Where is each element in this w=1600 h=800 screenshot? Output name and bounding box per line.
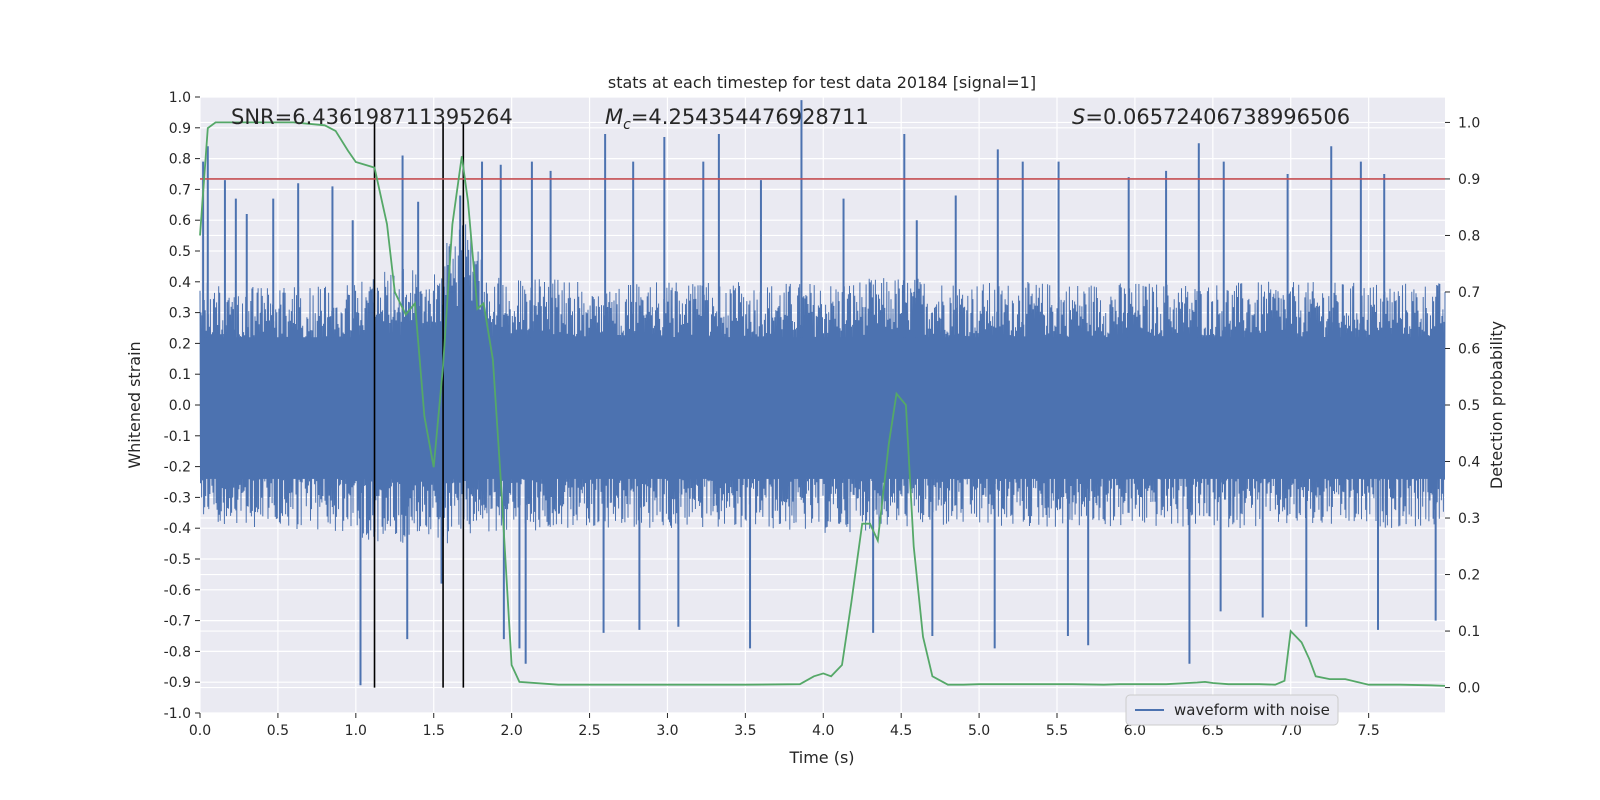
- waveform-line: [199, 224, 1446, 544]
- snr-annotation: SNR=6.436198711395264: [231, 105, 513, 129]
- s-annotation: S=0.06572406738996506: [1072, 105, 1350, 129]
- y-tick-label: 0.2: [169, 336, 191, 352]
- x-tick-label: 6.0: [1124, 723, 1146, 739]
- y-tick-label: -1.0: [164, 706, 191, 722]
- x-tick-label: 5.5: [1046, 723, 1068, 739]
- y-tick-label: 0.1: [169, 367, 191, 383]
- vertical-markers: [373, 122, 465, 688]
- legend-entry: waveform with noise: [1174, 701, 1330, 719]
- y-right-tick-label: 1.0: [1458, 115, 1480, 131]
- y-right-tick-label: 0.1: [1458, 624, 1480, 640]
- chirp-mass-annotation: Mc=4.254354476928711: [605, 105, 869, 133]
- x-axis-ticks: 0.0 0.5 1.0 1.5 2.0 2.5 3.0 3.5 4.0 4.5 5.0 5.5 6.0 6…: [189, 713, 1380, 739]
- legend: waveform with noise: [1125, 694, 1339, 726]
- x-tick-label: 4.5: [890, 723, 912, 739]
- y-axis-label: Whitened strain: [125, 341, 144, 468]
- y-tick-label: -0.6: [164, 583, 191, 599]
- y-tick-label: -0.5: [164, 552, 191, 568]
- y-tick-label: -0.8: [164, 644, 191, 660]
- x-tick-label: 6.5: [1202, 723, 1224, 739]
- y-right-tick-label: 0.9: [1458, 172, 1480, 188]
- y-right-tick-label: 0.2: [1458, 568, 1480, 584]
- s-value: =0.06572406738996506: [1085, 105, 1350, 129]
- y-tick-label: -0.9: [164, 675, 191, 691]
- y-right-tick-label: 0.8: [1458, 228, 1480, 244]
- chirp-mass-subscript: c: [623, 117, 631, 133]
- waveform-series: [199, 100, 1446, 686]
- y-tick-label: -0.4: [164, 521, 191, 537]
- x-axis-label: Time (s): [788, 748, 854, 767]
- detection-probability-series: [199, 121, 1446, 687]
- s-symbol: S: [1072, 105, 1085, 129]
- x-tick-label: 1.0: [345, 723, 367, 739]
- y-tick-label: 0.0: [169, 398, 191, 414]
- y-axis-left-ticks: -1.0 -0.9 -0.8 -0.7 -0.6 -0.5 -0.4 -0.3 -0.2 -0.1…: [164, 90, 200, 722]
- y-right-tick-label: 0.6: [1458, 341, 1480, 357]
- legend-box: [1125, 694, 1339, 726]
- probability-line: [199, 121, 1446, 687]
- y-tick-label: 0.7: [169, 182, 191, 198]
- y-right-tick-label: 0.3: [1458, 511, 1480, 527]
- y-axis-right-label: Detection probability: [1487, 321, 1506, 489]
- x-tick-label: 7.0: [1280, 723, 1302, 739]
- y-right-tick-label: 0.7: [1458, 285, 1480, 301]
- y-right-tick-label: 0.4: [1458, 455, 1480, 471]
- chirp-mass-value: =4.254354476928711: [631, 105, 869, 129]
- y-right-tick-label: 0.0: [1458, 681, 1480, 697]
- y-tick-label: -0.2: [164, 460, 191, 476]
- y-right-tick-label: 0.5: [1458, 398, 1480, 414]
- x-tick-label: 3.5: [734, 723, 756, 739]
- chart-title: stats at each timestep for test data 201…: [608, 73, 1036, 92]
- waveform-core: [200, 337, 1445, 479]
- x-tick-label: 2.0: [501, 723, 523, 739]
- y-tick-label: 1.0: [169, 90, 191, 106]
- chirp-mass-symbol: M: [605, 105, 623, 129]
- x-tick-label: 5.0: [968, 723, 990, 739]
- y-tick-label: 0.3: [169, 306, 191, 322]
- y-tick-label: -0.1: [164, 429, 191, 445]
- y-tick-label: -0.3: [164, 490, 191, 506]
- y-tick-label: 0.8: [169, 152, 191, 168]
- x-tick-label: 2.5: [578, 723, 600, 739]
- y-tick-label: 0.4: [169, 275, 191, 291]
- x-tick-label: 0.0: [189, 723, 211, 739]
- x-tick-label: 7.5: [1358, 723, 1380, 739]
- y-axis-right-ticks: 0.0 0.1 0.2 0.3 0.4 0.5 0.6 0.7 0.8 0.9 1.0: [1445, 115, 1480, 697]
- x-tick-label: 1.5: [423, 723, 445, 739]
- y-tick-label: 0.5: [169, 244, 191, 260]
- y-tick-label: -0.7: [164, 614, 191, 630]
- x-tick-label: 0.5: [267, 723, 289, 739]
- x-tick-label: 4.0: [812, 723, 834, 739]
- y-tick-label: 0.6: [169, 213, 191, 229]
- x-tick-label: 3.0: [656, 723, 678, 739]
- y-tick-label: 0.9: [169, 121, 191, 137]
